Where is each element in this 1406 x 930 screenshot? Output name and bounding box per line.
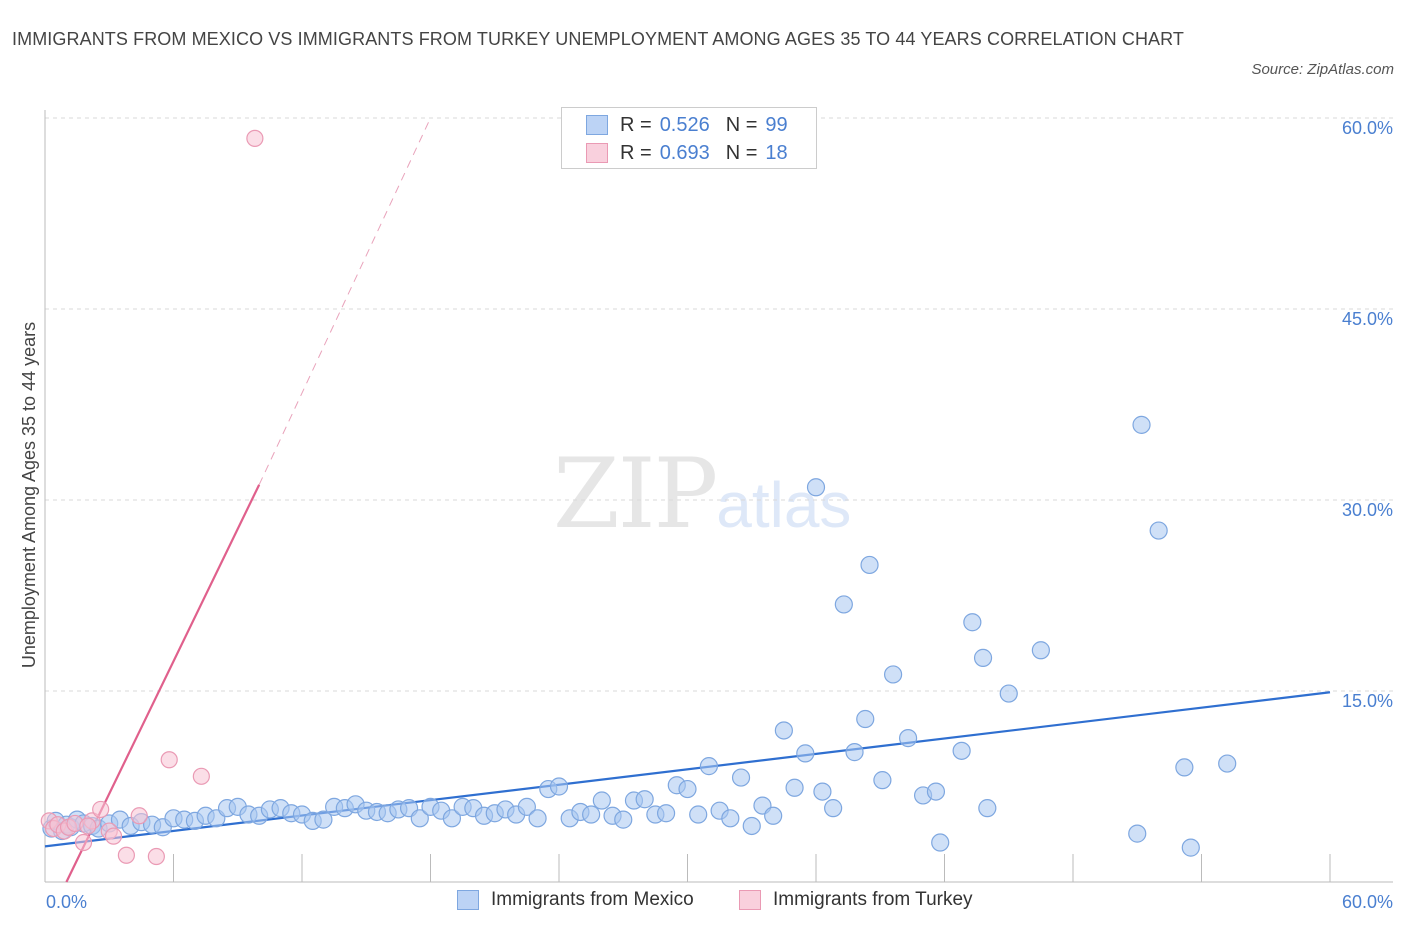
legend-item-turkey: Immigrants from Turkey — [739, 889, 973, 911]
point-mexico — [834, 595, 853, 614]
point-mexico — [528, 809, 547, 828]
y-axis-label: Unemployment Among Ages 35 to 44 years — [19, 322, 39, 668]
point-mexico — [806, 478, 826, 497]
watermark-atlas: atlas — [716, 469, 852, 541]
legend-label-turkey: Immigrants from Turkey — [773, 889, 973, 910]
point-mexico — [963, 613, 982, 632]
x-tick-label: 60.0% — [1342, 892, 1393, 912]
point-mexico — [764, 806, 783, 825]
point-mexico — [999, 684, 1018, 703]
point-mexico — [442, 809, 462, 828]
watermark-zip: ZIP — [553, 438, 718, 550]
legend-row-turkey: R = 0.693 N = 18 — [586, 140, 788, 166]
point-mexico — [549, 777, 569, 796]
chart-title: IMMIGRANTS FROM MEXICO VS IMMIGRANTS FRO… — [12, 29, 1185, 49]
point-mexico — [1149, 521, 1168, 540]
point-mexico — [517, 797, 536, 816]
point-mexico — [635, 790, 654, 809]
point-mexico — [845, 743, 864, 762]
point-mexico — [742, 816, 761, 836]
point-mexico — [314, 810, 333, 829]
point-turkey — [160, 751, 178, 769]
point-turkey — [192, 767, 210, 785]
y-tick-labels: 15.0% 30.0% 45.0% 60.0% — [1342, 118, 1393, 711]
point-mexico — [721, 809, 740, 828]
trend-line-turkey-extension — [258, 117, 431, 485]
y-tick-label: 30.0% — [1342, 500, 1393, 520]
point-mexico — [1132, 415, 1151, 434]
point-turkey — [74, 833, 93, 852]
point-mexico — [656, 804, 676, 823]
point-mexico — [1031, 641, 1050, 660]
data-points — [40, 129, 1237, 866]
point-mexico — [860, 555, 879, 575]
x-tick-label: 0.0% — [46, 892, 87, 912]
x-tick-labels: 0.0% 60.0% — [46, 892, 1393, 912]
point-mexico — [774, 721, 793, 740]
source-label: Source: ZipAtlas.com — [1251, 61, 1394, 78]
legend-n-value: 18 — [765, 141, 788, 164]
point-mexico — [883, 665, 903, 684]
point-turkey — [130, 807, 148, 825]
legend-row-mexico: R = 0.526 N = 99 — [586, 112, 788, 138]
y-tick-label: 60.0% — [1342, 118, 1393, 138]
point-mexico — [1175, 758, 1194, 777]
point-mexico — [1128, 824, 1147, 843]
legend-swatch-turkey — [586, 143, 608, 163]
point-turkey — [246, 129, 264, 147]
watermark: ZIPatlas — [553, 438, 851, 550]
legend-r-label: R = — [620, 113, 652, 136]
point-mexico — [731, 768, 751, 787]
legend-r-value: 0.526 — [659, 113, 710, 136]
legend-r-label: R = — [620, 141, 652, 164]
point-mexico — [410, 809, 429, 828]
point-mexico — [1181, 838, 1200, 857]
trend-line-mexico — [44, 691, 1331, 848]
legend-swatch-turkey — [739, 890, 761, 910]
point-mexico — [824, 799, 843, 818]
point-turkey — [79, 817, 97, 835]
point-mexico — [978, 799, 997, 818]
series-legend: Immigrants from Mexico Immigrants from T… — [0, 889, 1406, 917]
point-mexico — [785, 778, 804, 797]
point-mexico — [873, 771, 892, 790]
legend-swatch-mexico — [457, 890, 479, 910]
point-mexico — [1218, 754, 1237, 773]
point-mexico — [931, 833, 950, 852]
legend-r-value: 0.693 — [659, 141, 710, 164]
axes — [44, 110, 1393, 883]
legend-n-label: N = — [725, 141, 758, 164]
grid-lines — [45, 117, 1393, 692]
point-mexico — [582, 805, 601, 824]
point-turkey — [117, 846, 135, 864]
point-mexico — [898, 729, 918, 748]
legend-label-mexico: Immigrants from Mexico — [491, 889, 694, 910]
point-mexico — [926, 782, 946, 801]
point-mexico — [592, 791, 611, 810]
legend-item-mexico: Immigrants from Mexico — [457, 889, 694, 911]
point-mexico — [678, 779, 697, 799]
point-mexico — [796, 744, 815, 763]
y-tick-label: 15.0% — [1342, 691, 1393, 711]
correlation-legend: R = 0.526 N = 99 R = 0.693 N = 18 — [561, 107, 817, 169]
point-turkey — [147, 847, 165, 866]
point-mexico — [973, 648, 993, 667]
point-mexico — [813, 782, 832, 801]
point-mexico — [699, 757, 719, 776]
point-turkey — [104, 827, 123, 845]
point-mexico — [614, 810, 633, 829]
legend-n-label: N = — [725, 113, 758, 136]
legend-n-value: 99 — [765, 113, 788, 136]
point-mexico — [952, 741, 971, 760]
legend-swatch-mexico — [586, 115, 608, 135]
point-turkey — [92, 800, 110, 819]
point-mexico — [689, 805, 708, 824]
y-tick-label: 45.0% — [1342, 309, 1393, 329]
point-mexico — [856, 709, 875, 729]
